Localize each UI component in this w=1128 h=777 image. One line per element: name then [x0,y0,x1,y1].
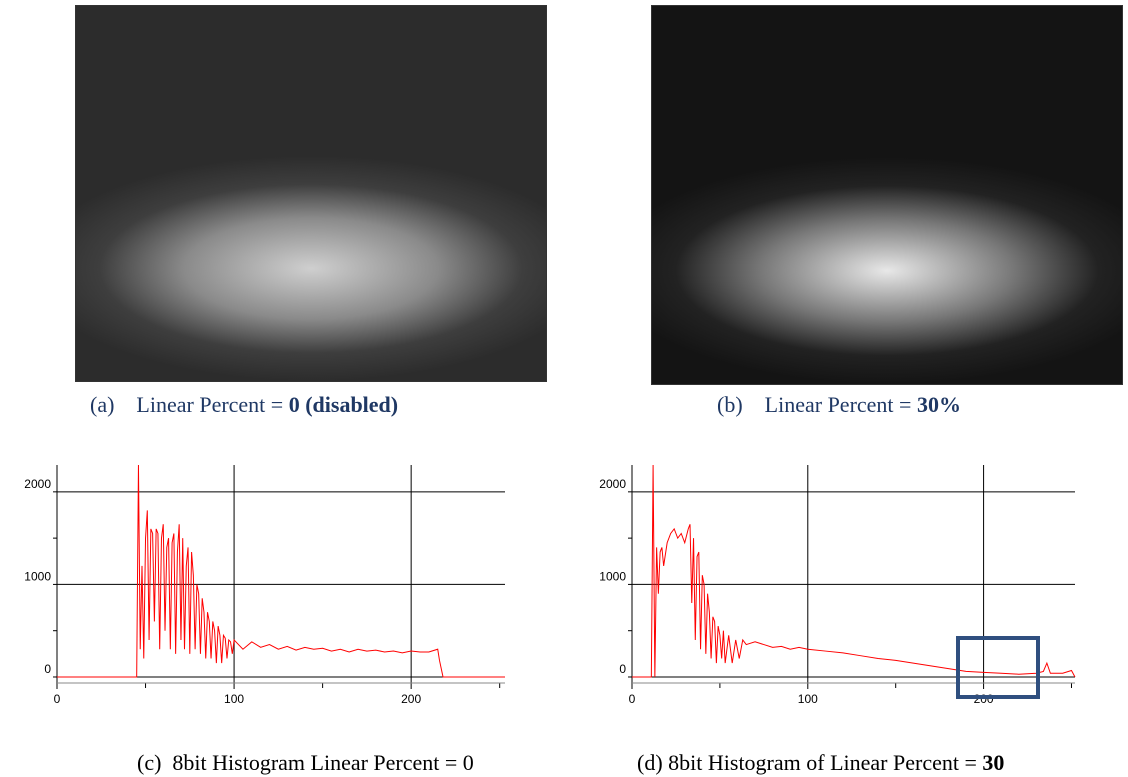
caption-label: (c) [137,750,162,775]
caption-label: (b) [717,392,743,417]
caption: (a) Linear Percent = 0 (disabled) [90,392,398,418]
y-tick-label: 0 [619,662,626,676]
photo [651,5,1123,385]
caption: (b) Linear Percent = 30% [717,392,961,418]
y-tick-label: 2000 [24,477,51,491]
x-tick-label: 100 [224,692,244,706]
y-tick-label: 0 [44,662,51,676]
histogram-line [632,464,1076,678]
y-tick-label: 1000 [24,569,51,583]
photo [75,5,547,382]
caption-bold: 30 [982,750,1005,775]
caption-text: 8bit Histogram Linear Percent = 0 [172,750,474,775]
caption-text: Linear Percent = [136,392,284,417]
x-tick-label: 0 [54,692,61,706]
x-tick-label: 0 [629,692,636,706]
caption-label: (a) [90,392,115,417]
caption-text: 8bit Histogram of Linear Percent = [668,750,977,775]
x-tick-label: 100 [798,692,818,706]
caption: (c) 8bit Histogram Linear Percent = 0 [137,750,474,776]
y-tick-label: 1000 [599,569,626,583]
caption-label: (d) [637,750,663,775]
caption-text: Linear Percent = [764,392,912,417]
caption-bold: 30% [916,392,961,417]
y-tick-label: 2000 [599,477,626,491]
highlight-box [956,636,1040,699]
x-tick-label: 200 [401,692,421,706]
caption: (d) 8bit Histogram of Linear Percent = 3… [637,750,1004,776]
caption-bold: 0 (disabled) [288,392,399,417]
histogram-line [57,464,505,678]
